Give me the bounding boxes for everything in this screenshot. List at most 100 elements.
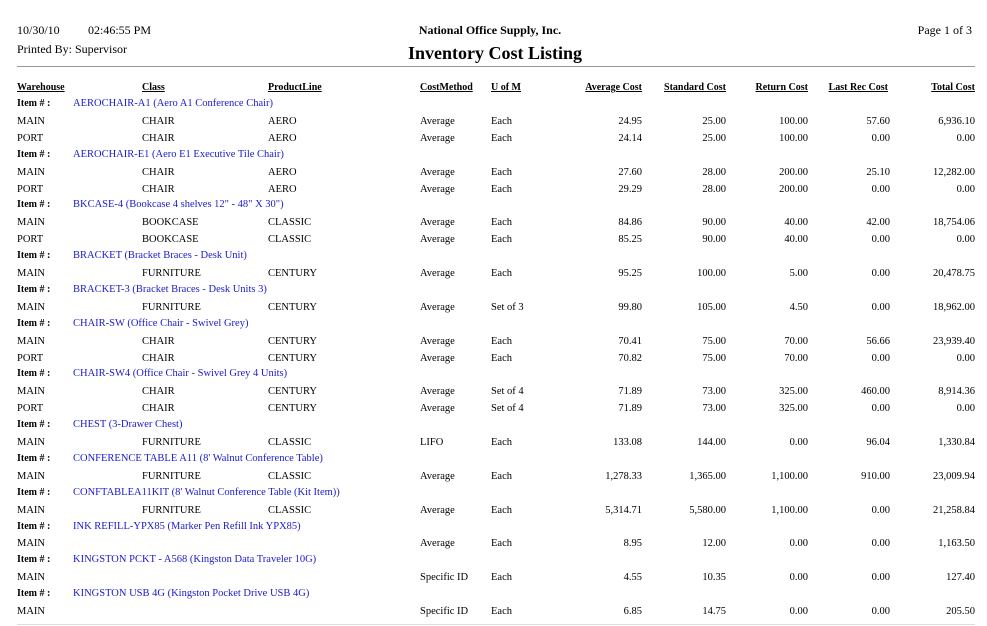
cell: Each — [491, 572, 512, 584]
cell: 1,100.00 — [771, 504, 808, 516]
item-name: AEROCHAIR-A1 (Aero A1 Conference Chair) — [73, 98, 274, 109]
cell: 0.00 — [871, 352, 890, 364]
cell: 325.00 — [779, 403, 808, 415]
column-header: Average Cost — [585, 82, 642, 93]
cell: 100.00 — [779, 132, 808, 144]
item-label: Item # : — [17, 588, 51, 600]
cell: MAIN — [17, 538, 45, 550]
cell: PORT — [17, 234, 44, 246]
cell: AERO — [268, 132, 297, 144]
cell: Average — [420, 132, 455, 144]
cell: Each — [491, 268, 512, 279]
cell: CENTURY — [268, 386, 318, 398]
report-date: 10/30/10 — [17, 23, 60, 37]
item-name: BRACKET-3 (Bracket Braces - Desk Units 3… — [73, 283, 267, 295]
cell: 1,330.84 — [938, 437, 975, 448]
cell: CLASSIC — [268, 217, 312, 229]
cell: BOOKCASE — [142, 234, 199, 246]
cell: CHAIR — [142, 335, 175, 347]
cell: 29.29 — [618, 183, 642, 195]
cell: CHAIR — [142, 115, 175, 127]
cell: 1,163.50 — [938, 538, 975, 550]
cell: 84.86 — [618, 217, 642, 229]
item-name: CHAIR-SW (Office Chair - Swivel Grey) — [73, 317, 249, 329]
cell: BOOKCASE — [142, 217, 199, 229]
column-header: U of M — [491, 82, 521, 93]
cell: 6.85 — [623, 606, 642, 617]
item-label: Item # : — [17, 317, 51, 329]
cell: 1,100.00 — [771, 470, 808, 482]
cell: Average — [420, 504, 455, 516]
cell: PORT — [17, 183, 44, 195]
cell: Specific ID — [420, 572, 469, 584]
cell: 70.41 — [618, 335, 642, 347]
item-name: CONFERENCE TABLE A11 (8' Walnut Conferen… — [73, 452, 323, 464]
cell: 24.14 — [618, 132, 642, 144]
column-header: Total Cost — [931, 82, 975, 93]
cell: 14.75 — [702, 606, 726, 617]
cell: 1,365.00 — [689, 470, 726, 482]
cell: Each — [491, 470, 512, 482]
item-label: Item # : — [17, 554, 51, 566]
item-name: BRACKET (Bracket Braces - Desk Unit) — [73, 250, 247, 262]
cell: MAIN — [17, 572, 45, 584]
cell: 24.95 — [618, 115, 642, 127]
cell: PORT — [17, 132, 44, 144]
cell: Specific ID — [420, 606, 469, 617]
cell: 0.00 — [871, 183, 890, 195]
column-header: Warehouse — [17, 82, 65, 93]
cell: 75.00 — [702, 352, 726, 364]
cell: Average — [420, 335, 455, 347]
cell: 85.25 — [618, 234, 642, 246]
cell: 25.10 — [866, 166, 890, 178]
cell: 8,914.36 — [938, 386, 975, 398]
cell: 105.00 — [697, 301, 726, 313]
cell: Average — [420, 386, 455, 398]
cell: 205.50 — [946, 606, 975, 617]
cell: 200.00 — [779, 166, 808, 178]
header-rule — [17, 66, 975, 67]
cell: 75.00 — [702, 335, 726, 347]
cell: MAIN — [17, 115, 45, 127]
cell: Set of 4 — [491, 403, 524, 415]
cell: Each — [491, 115, 512, 127]
cell: 0.00 — [871, 403, 890, 415]
cell: MAIN — [17, 437, 45, 448]
cell: MAIN — [17, 301, 45, 313]
cell: CLASSIC — [268, 504, 312, 516]
cell: 73.00 — [702, 386, 726, 398]
cell: Set of 4 — [491, 386, 524, 398]
cell: Each — [491, 538, 512, 550]
item-name: INK REFILL-YPX85 (Marker Pen Refill Ink … — [73, 520, 301, 532]
cell: 27.60 — [618, 166, 642, 178]
cell: AERO — [268, 115, 297, 127]
column-header: Standard Cost — [664, 82, 726, 93]
company-name: National Office Supply, Inc. — [418, 23, 562, 37]
cell: 325.00 — [779, 386, 808, 398]
cell: Each — [491, 234, 512, 246]
cell: FURNITURE — [142, 437, 201, 448]
item-label: Item # : — [17, 283, 51, 295]
cell: AERO — [268, 183, 297, 195]
cell: 0.00 — [789, 572, 808, 584]
cell: Average — [420, 183, 455, 195]
cell: 42.00 — [866, 217, 890, 229]
cell: 100.00 — [697, 268, 726, 279]
cell: 910.00 — [861, 470, 890, 482]
cell: 28.00 — [702, 166, 726, 178]
cell: 12.00 — [702, 538, 726, 550]
cell: 0.00 — [871, 132, 890, 144]
cell: 0.00 — [956, 234, 975, 246]
cell: Average — [420, 115, 455, 127]
cell: 1,278.33 — [605, 470, 642, 482]
cell: 0.00 — [871, 538, 890, 550]
cell: 0.00 — [871, 504, 890, 516]
cell: Average — [420, 470, 455, 482]
cell: Average — [420, 538, 455, 550]
cell: 56.66 — [866, 335, 890, 347]
cell: Each — [491, 352, 512, 364]
item-label: Item # : — [17, 199, 51, 211]
column-header: ProductLine — [268, 82, 322, 93]
cell: Average — [420, 352, 455, 364]
